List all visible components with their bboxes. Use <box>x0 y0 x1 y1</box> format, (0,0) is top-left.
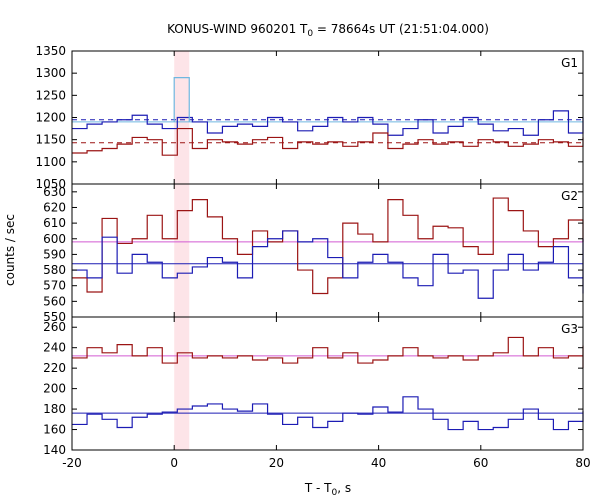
g2-panel-label: G2 <box>561 189 578 203</box>
g2-ytick-label: 630 <box>43 185 66 199</box>
g3-series-blue <box>72 396 584 431</box>
y-axis-label: counts / sec <box>3 214 17 286</box>
g1-series-highlight <box>173 77 190 122</box>
g3-series-red <box>72 336 584 369</box>
g2-series-red <box>72 197 584 295</box>
g1-ytick-label: 1300 <box>35 66 66 80</box>
g2-series-blue <box>72 230 584 299</box>
g3-ytick-label: 140 <box>43 443 66 457</box>
g1-ytick-label: 1200 <box>35 111 66 125</box>
xtick-label: 40 <box>371 456 386 470</box>
xtick-label: 20 <box>269 456 284 470</box>
xtick-label: 0 <box>170 456 178 470</box>
g3-ytick-label: 160 <box>43 423 66 437</box>
g2-ytick-label: 560 <box>43 294 66 308</box>
g2-ytick-label: 620 <box>43 200 66 214</box>
g3-ytick-label: 200 <box>43 382 66 396</box>
g1-ytick-label: 1050 <box>35 177 66 191</box>
g2-ytick-label: 570 <box>43 279 66 293</box>
g2-ytick-label: 590 <box>43 247 66 261</box>
g2-ytick-label: 600 <box>43 232 66 246</box>
g2-ytick-label: 610 <box>43 216 66 230</box>
g1-series-blue <box>72 110 584 136</box>
g3-ytick-label: 180 <box>43 402 66 416</box>
g1-ytick-label: 1150 <box>35 133 66 147</box>
g1-ytick-label: 1100 <box>35 155 66 169</box>
g1-series-red <box>72 127 584 156</box>
xtick-label: -20 <box>62 456 82 470</box>
x-axis-label: T - T0, s <box>304 481 351 498</box>
xtick-label: 80 <box>575 456 590 470</box>
g2-ytick-label: 580 <box>43 263 66 277</box>
g3-panel-label: G3 <box>561 322 578 336</box>
highlight-interval <box>174 51 190 450</box>
xtick-label: 60 <box>473 456 488 470</box>
g1-ytick-label: 1350 <box>35 44 66 58</box>
g2-ytick-label: 550 <box>43 310 66 324</box>
g1-ytick-label: 1250 <box>35 88 66 102</box>
g3-ytick-label: 220 <box>43 361 66 375</box>
g3-frame <box>71 316 584 451</box>
g3-ytick-label: 260 <box>43 320 66 334</box>
chart-title: KONUS-WIND 960201 T0 = 78664s UT (21:51:… <box>167 22 489 39</box>
g3-ytick-label: 240 <box>43 341 66 355</box>
g1-panel-label: G1 <box>561 56 578 70</box>
